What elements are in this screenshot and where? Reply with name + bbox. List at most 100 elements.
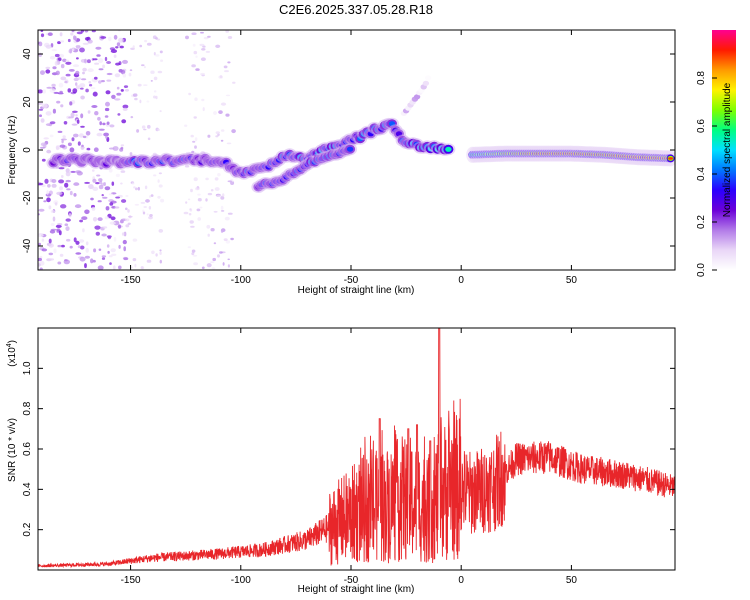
spectrogram-noise-blob [140, 266, 144, 270]
spectrogram-noise-blob [79, 47, 85, 53]
spectrogram-noise-blob [85, 247, 89, 253]
spectrogram-noise-blob [57, 41, 61, 45]
spectrogram-noise-blob [76, 31, 83, 35]
spectrogram-noise-blob [117, 113, 121, 116]
spectrogram-noise-blob [134, 263, 137, 268]
spectrogram-noise-blob [205, 177, 209, 181]
spectrogram-noise-blob [45, 66, 51, 70]
spectrogram-x-ticks: -150 -100 -50 0 50 [121, 30, 577, 286]
spectrogram-noise-blob [58, 179, 65, 184]
spectrogram-noise-blob [59, 90, 63, 94]
spectrogram-noise-blob [150, 194, 154, 197]
spectrogram-noise-blob [200, 72, 206, 76]
spectrogram-noise-blob [98, 184, 104, 190]
colorbar: 0.0 0.2 0.4 0.6 0.8 Normalized spectral ampl… [696, 30, 736, 277]
spectrogram-noise-blob [51, 183, 57, 188]
colorbar-gradient [712, 30, 736, 270]
spectrogram-noise-blob [102, 122, 106, 126]
snr-panel: -150 -100 -50 0 50 0.2 0.4 0.6 0.8 1.0 Height of… [6, 327, 676, 595]
spectrogram-noise-blob [197, 198, 202, 202]
spectrogram-noise-blob [110, 216, 116, 221]
spectrogram-noise-blob [58, 167, 65, 170]
spectrogram-noise-blob [104, 56, 108, 62]
spectrogram-noise-blob [62, 135, 66, 139]
spectrogram-noise-blob [65, 226, 70, 232]
spectrogram-noise-blob [202, 45, 206, 48]
spectrogram-noise-blob [38, 257, 42, 262]
spectrogram-noise-blob [69, 245, 73, 249]
spectrogram-noise-blob [131, 182, 135, 185]
colorbar-tick-label: 0.4 [696, 167, 707, 181]
spectrogram-noise-blob [121, 119, 127, 124]
spectrogram-noise-blob [224, 216, 230, 221]
spectrogram-noise-blob [65, 179, 71, 183]
spectrogram-noise-blob [220, 229, 224, 233]
spectrogram-noise-blob [143, 206, 147, 208]
spectrogram-noise-blob [127, 209, 130, 213]
spectrogram-noise-blob [227, 258, 230, 261]
spectrogram-noise-blob [159, 50, 163, 54]
spectrogram-noise-blob [97, 116, 101, 121]
spectrogram-noise-blob [157, 128, 161, 131]
spectrogram-noise-blob [86, 59, 91, 64]
spectrogram-noise-blob [113, 54, 117, 58]
spectrogram-noise-blob [59, 40, 65, 43]
spectrogram-noise-blob [187, 246, 191, 249]
spectrogram-noise-blob [49, 88, 56, 93]
spectrogram-noise-blob [51, 49, 57, 52]
spectrogram-noise-blob [225, 94, 231, 97]
spectrogram-noise-blob [155, 253, 158, 257]
snr-scale-exponent: 4 [6, 343, 13, 347]
spectrogram-noise-blob [124, 89, 130, 92]
spectrogram-noise-blob [39, 114, 42, 117]
spectrogram-noise-blob [111, 253, 117, 256]
spectrogram-noise-blob [40, 146, 45, 149]
spectrogram-noise-blob [82, 228, 85, 233]
spectrogram-noise-blob [227, 61, 231, 64]
spectrogram-noise-blob [71, 30, 75, 33]
snr-y-tick-label: 1.0 [22, 361, 33, 375]
spectrogram-noise-blob [113, 265, 116, 270]
snr-x-label: Height of straight line (km) [298, 584, 415, 595]
spectrogram-noise-blob [214, 187, 220, 191]
spectrogram-noise-blob [141, 125, 146, 129]
spectrogram-noise-blob [49, 55, 56, 60]
spectrogram-noise-blob [52, 108, 57, 114]
spectrogram-noise-blob [137, 83, 142, 87]
spectrogram-noise-blob [102, 196, 108, 199]
spectrogram-noise-blob [139, 99, 142, 104]
spectrogram-noise-blob [120, 69, 126, 75]
spectrogram-noise-blob [47, 184, 51, 188]
spectrogram-noise-blob [38, 182, 44, 186]
spectrogram-noise-blob [93, 248, 97, 253]
spectrogram-noise-blob [125, 194, 129, 198]
spectrogram-noise-blob [190, 188, 193, 193]
colorbar-ticks: 0.0 0.2 0.4 0.6 0.8 [696, 71, 717, 277]
spectrogram-noise-blob [46, 197, 51, 203]
spectrogram-noise-blob [68, 69, 75, 72]
spectrogram-noise-blob [78, 239, 85, 243]
spectrogram-noise-blob [76, 45, 80, 50]
spectrogram-noise-blob [223, 238, 228, 242]
spectrogram-noise-blob [128, 72, 132, 77]
spectrogram-noise-blob [97, 200, 102, 203]
spectrogram-noise-blob [100, 80, 105, 83]
spectrogram-noise-blob [57, 57, 62, 62]
spectrogram-noise-blob [46, 149, 52, 154]
spectrogram-noise-blob [76, 171, 83, 176]
spectrogram-noise-blob [122, 59, 128, 64]
spectrogram-noise-blob [192, 254, 198, 257]
spectrogram-noise-blob [58, 82, 64, 88]
spectrogram-noise-blob [159, 110, 162, 113]
spectrogram-noise-blob [79, 87, 84, 90]
spectrogram-noise-blob [201, 48, 206, 51]
spectrogram-noise-blob [196, 208, 201, 212]
spectrogram-noise-blob [92, 178, 97, 183]
spectrogram-noise-blob [123, 231, 127, 237]
spectrogram-noise-blob [67, 38, 71, 43]
spectrogram-noise-blob [50, 210, 56, 213]
spectrogram-noise-blob [149, 195, 151, 198]
spectrogram-y-tick-label: -40 [22, 238, 33, 253]
spectrogram-noise-blob [75, 85, 80, 90]
spectrogram-noise-blob [45, 123, 53, 126]
